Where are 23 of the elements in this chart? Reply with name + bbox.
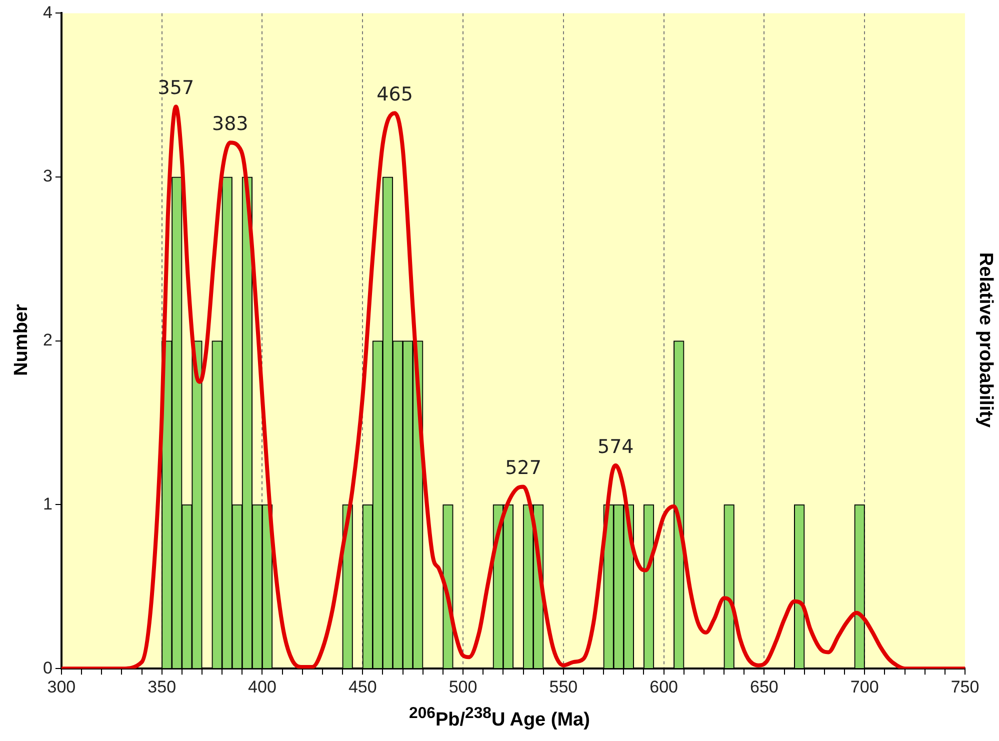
- x-tick-label: 300: [47, 677, 76, 696]
- annotation: 383: [212, 113, 248, 136]
- x-tick-label: 750: [950, 677, 980, 696]
- annotation: 465: [376, 84, 413, 106]
- annotation: 574: [597, 436, 634, 458]
- x-tick-label: 650: [750, 677, 778, 696]
- x-tick-label: 450: [348, 677, 377, 696]
- x-tick-label: 700: [850, 677, 879, 696]
- x-tick-label: 400: [248, 677, 276, 696]
- y-axis-title: Number: [11, 304, 33, 376]
- y2-axis-title: Relative probability: [974, 252, 996, 428]
- y-tick-label: 4: [42, 2, 52, 22]
- x-tick-label: 500: [448, 677, 478, 696]
- x-tick-label: 350: [148, 677, 176, 696]
- x-tick-label: 600: [650, 677, 678, 696]
- annotation: 527: [505, 457, 542, 480]
- annotation: 357: [158, 77, 194, 100]
- y-tick-label: 3: [42, 166, 52, 186]
- y-tick-label: 0: [42, 658, 52, 678]
- x-axis-title: $^{206}$Pb/$^{238}$U Age (Ma): [408, 705, 591, 732]
- x-tick-label: 550: [549, 677, 578, 696]
- y-tick-label: 1: [42, 494, 52, 514]
- y-tick-label: 2: [42, 330, 52, 350]
